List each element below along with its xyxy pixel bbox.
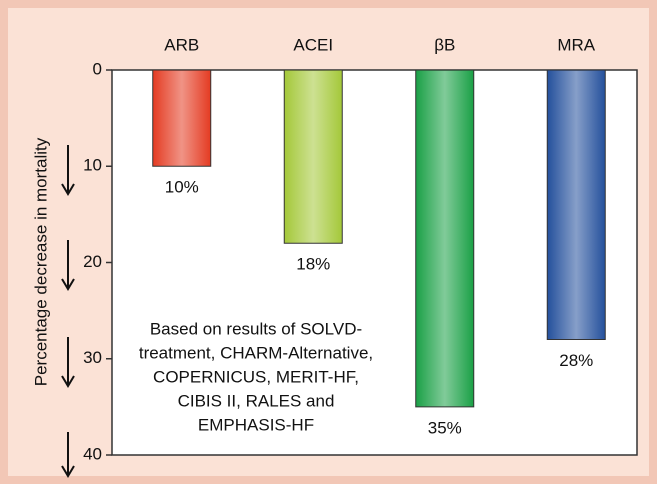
category-label: ARB (164, 35, 199, 54)
down-arrow (61, 240, 75, 291)
annotation: treatment, CHARM-Alternative, (139, 343, 373, 362)
y-tick-label: 20 (83, 252, 102, 271)
y-tick-label: 10 (83, 156, 102, 175)
value-label: 10% (165, 178, 199, 197)
y-axis-label: Percentage decrease in mortality (31, 137, 50, 386)
y-tick-label: 0 (93, 59, 102, 78)
bar (283, 69, 343, 244)
annotation: COPERNICUS, MERIT-HF, (153, 367, 359, 386)
annotation: CIBIS II, RALES and (178, 391, 335, 410)
y-tick-label: 40 (83, 444, 102, 463)
category-label: ACEI (293, 35, 333, 54)
annotation: Based on results of SOLVD- (150, 319, 362, 338)
bar (152, 69, 212, 167)
value-label: 35% (428, 418, 462, 437)
annotation: EMPHASIS-HF (198, 415, 314, 434)
down-arrow (61, 337, 75, 388)
category-label: MRA (557, 35, 595, 54)
bar (415, 69, 475, 408)
value-label: 28% (559, 351, 593, 370)
category-label: βB (434, 35, 455, 54)
down-arrow (61, 145, 75, 196)
down-arrow (61, 432, 75, 478)
y-tick-label: 30 (83, 348, 102, 367)
value-label: 18% (296, 255, 330, 274)
bar (546, 69, 606, 340)
arrows (61, 145, 75, 478)
